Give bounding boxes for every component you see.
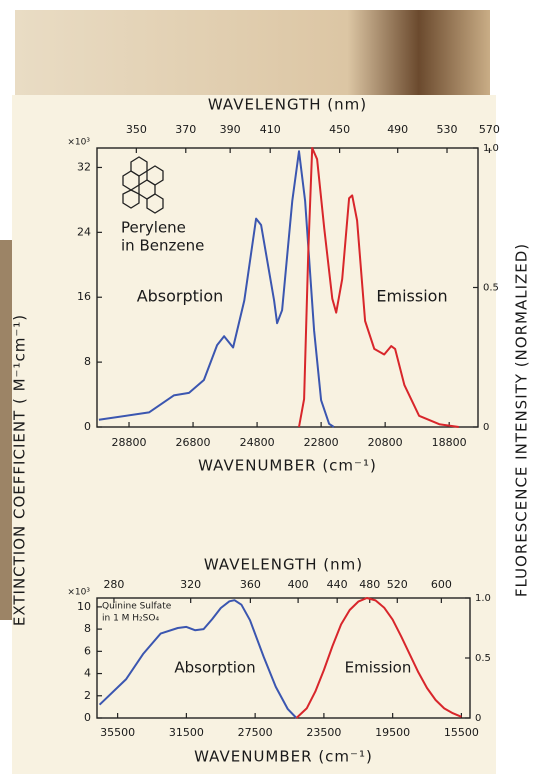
x2-tick-label: 450 [329,123,350,136]
annotation: in 1 M H₂SO₄ [102,614,159,624]
x2-tick-label: 570 [479,123,500,136]
x2-tick-label: 480 [359,578,380,591]
x-tick-label: 28800 [112,436,147,449]
y-tick-label: 24 [77,225,91,238]
x2-tick-label: 360 [240,578,261,591]
x-tick-label: 20800 [368,436,403,449]
y2-tick-label: 1.0 [483,143,499,154]
y-tick-label: 4 [84,667,91,680]
x2-tick-label: 490 [387,123,408,136]
x-tick-label: 23500 [306,726,341,739]
x2-tick-label: 600 [431,578,452,591]
x2-tick-label: 350 [126,123,147,136]
x-axis-label: WAVENUMBER (cm⁻¹) [198,457,377,475]
photo-edge [0,240,14,620]
x2-tick-label: 370 [175,123,196,136]
x2-axis-label: WAVELENGTH (nm) [208,96,367,114]
y-axis-right-label: FLUORESCENCE INTENSITY (NORMALIZED) [513,243,531,597]
x2-tick-label: 440 [327,578,348,591]
annotation: in Benzene [121,237,204,255]
y-tick-label: 6 [84,644,91,657]
x2-tick-label: 410 [260,123,281,136]
x2-tick-label: 320 [180,578,201,591]
x-tick-label: 18800 [432,436,467,449]
y-tick-label: 32 [77,160,91,173]
y-tick-label: 2 [84,689,91,702]
y2-tick-label: 0.5 [475,653,491,664]
x-tick-label: 22800 [304,436,339,449]
x2-tick-label: 530 [437,123,458,136]
x-axis-label: WAVENUMBER (cm⁻¹) [194,748,373,766]
x-tick-label: 24800 [240,436,275,449]
x-tick-label: 26800 [176,436,211,449]
chart-background [12,95,496,774]
y2-tick-label: 0 [475,713,481,724]
y2-tick-label: 0 [483,422,489,433]
series-line [98,599,298,719]
series-line [298,147,459,428]
series-label: Emission [376,287,447,306]
x-tick-label: 19500 [375,726,410,739]
y2-tick-label: 0.5 [483,283,499,294]
series-label: Absorption [137,287,224,306]
x2-tick-label: 280 [103,578,124,591]
perylene-structure [122,156,164,214]
annotation: Perylene [121,219,186,237]
y-tick-label: 0 [84,711,91,724]
y-tick-label: 8 [84,355,91,368]
series-label: Emission [345,659,412,677]
y-multiplier: ×10³ [67,588,90,598]
series-line [295,597,462,719]
x2-tick-label: 520 [387,578,408,591]
x2-tick-label: 390 [220,123,241,136]
x-tick-label: 31500 [169,726,204,739]
y-multiplier: ×10³ [67,138,90,148]
y-tick-label: 0 [84,420,91,433]
x2-tick-label: 400 [288,578,309,591]
y-tick-label: 16 [77,290,91,303]
y-axis-left-label: EXTINCTION COEFFICIENT ( M⁻¹cm⁻¹) [11,314,29,626]
x-tick-label: 15500 [444,726,479,739]
photo-strip [15,10,490,96]
annotation: Quinine Sulfate [102,602,172,612]
y-tick-label: 10 [77,600,91,613]
x-tick-label: 35500 [100,726,135,739]
series-line [98,150,335,428]
y-tick-label: 8 [84,622,91,635]
x2-axis-label: WAVELENGTH (nm) [204,556,363,574]
series-label: Absorption [174,659,255,677]
x-tick-label: 27500 [238,726,273,739]
y2-tick-label: 1.0 [475,593,491,604]
